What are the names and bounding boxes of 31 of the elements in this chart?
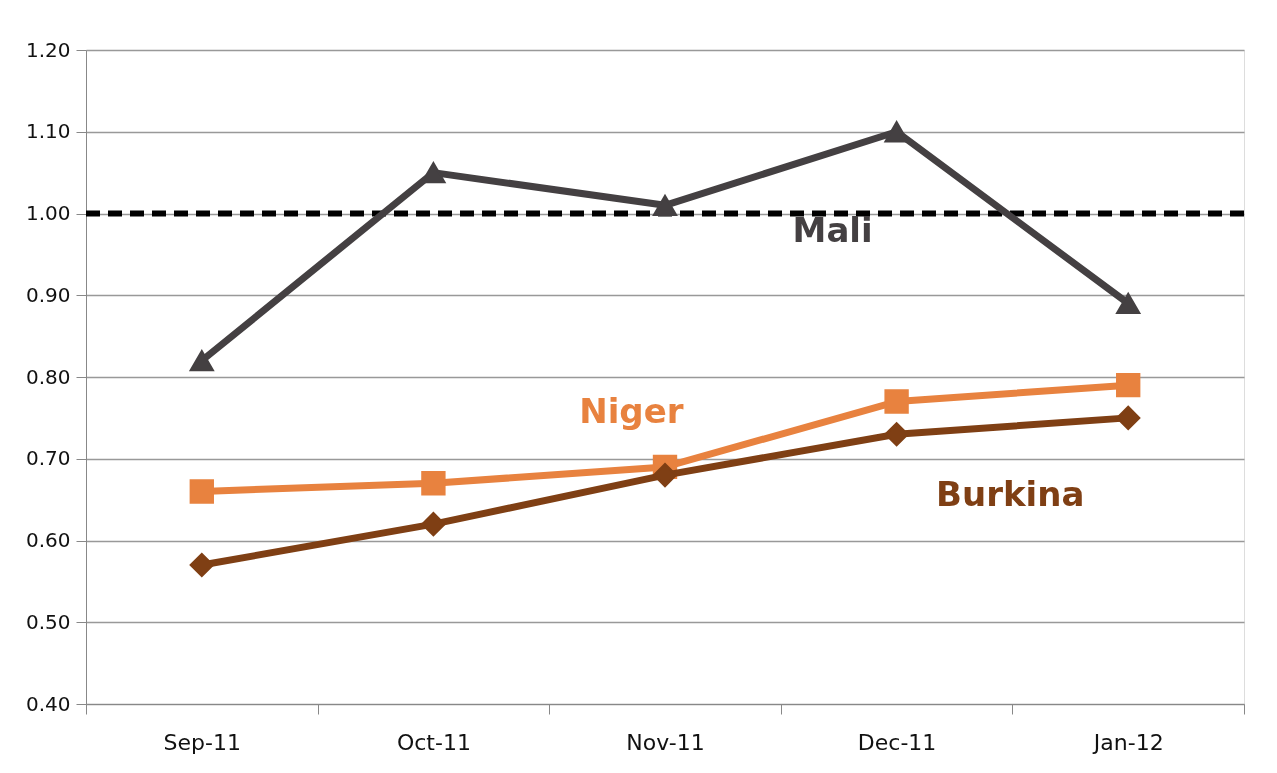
point	[1116, 372, 1141, 398]
point	[652, 462, 678, 488]
y-tick-label: 1.00	[25, 201, 71, 225]
y-tick-label: 0.80	[25, 364, 71, 389]
series-label: Niger	[579, 391, 684, 432]
y-tick-label: 1.20	[25, 37, 71, 62]
point	[421, 511, 446, 537]
y-tick-label: 1.10	[25, 119, 71, 144]
series-label: Burkina	[936, 473, 1085, 514]
y-tick-label: 0.90	[25, 282, 71, 307]
point	[884, 422, 909, 447]
point	[421, 161, 446, 184]
point	[884, 121, 909, 143]
point	[189, 479, 214, 504]
y-tick-label: 0.70	[25, 446, 71, 471]
point	[189, 552, 214, 578]
series-label: Mali	[792, 209, 873, 250]
x-tick-label: Dec-11	[857, 729, 937, 755]
point	[1116, 292, 1141, 315]
y-tick-label: 0.40	[25, 691, 71, 716]
x-tick-label: Sep-11	[163, 729, 241, 755]
x-tick-label: Nov-11	[626, 729, 705, 755]
y-tick-label: 0.60	[25, 528, 71, 552]
y-tick-label: 0.50	[25, 609, 71, 634]
point	[1116, 405, 1141, 431]
x-tick-label: Oct-11	[396, 729, 471, 755]
point	[189, 349, 214, 372]
point	[652, 194, 678, 217]
point	[884, 389, 909, 414]
point	[421, 471, 446, 496]
x-tick-label: Jan-12	[1091, 729, 1164, 755]
